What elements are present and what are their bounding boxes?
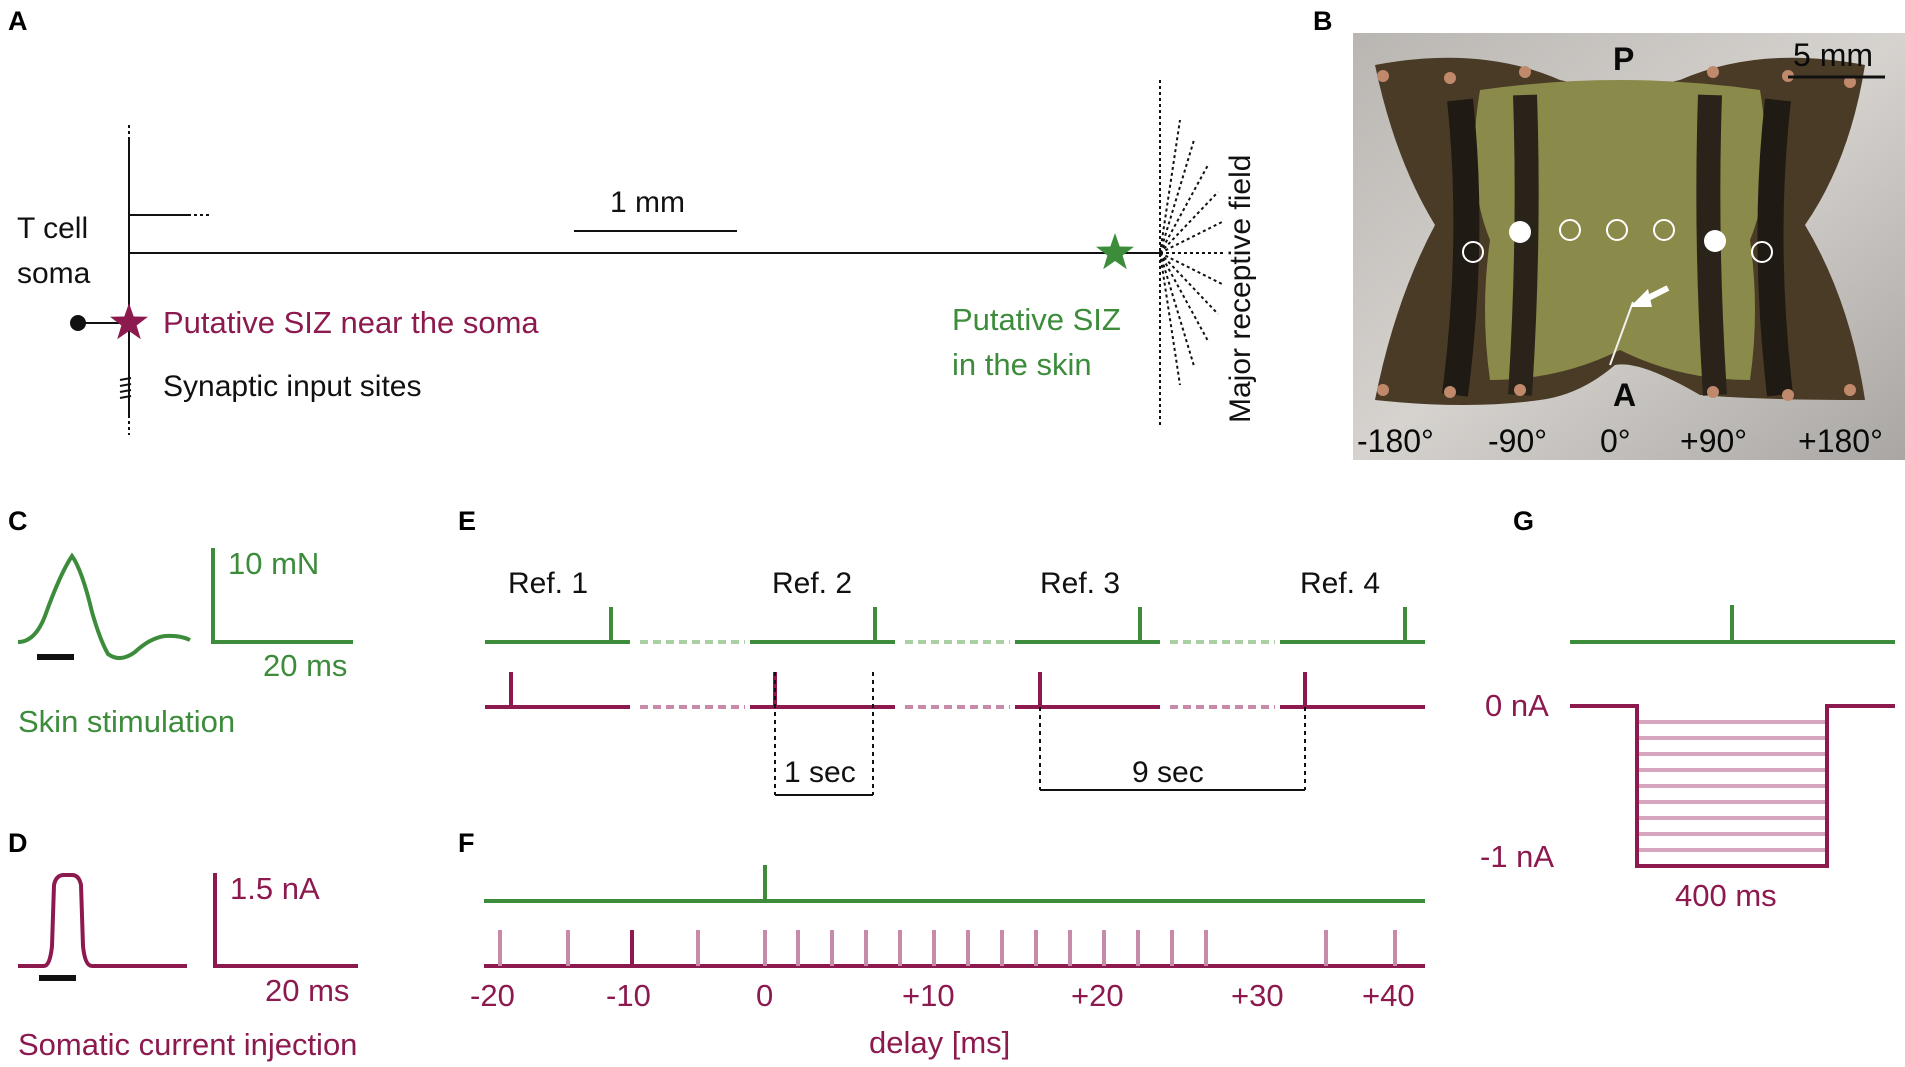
label-siz-skin-1: Putative SIZ <box>952 302 1121 337</box>
caption-d: Somatic current injection <box>18 1027 357 1062</box>
interval-label-9sec: 9 sec <box>1132 756 1204 789</box>
panel-a-schematic: T cell soma 1 mm Putative SIZ near the s… <box>17 80 1257 435</box>
probe-wire <box>1609 301 1634 366</box>
delay-tick-label: +20 <box>1071 978 1124 1013</box>
t-cell-soma <box>70 315 86 331</box>
scale-label-d-y: 1.5 nA <box>230 871 320 906</box>
panel-d: 1.5 nA 20 ms Somatic current injection <box>18 871 358 1062</box>
panel-label-a: A <box>8 6 28 36</box>
stripe-left-2 <box>1508 94 1539 396</box>
electrode-mark-filled <box>1509 221 1531 243</box>
magenta-timeline <box>485 672 1425 709</box>
arrow-head <box>1630 289 1652 307</box>
current-trace <box>18 873 187 968</box>
scale-bar-d <box>213 873 358 968</box>
current-step <box>1570 704 1895 868</box>
stripe-right-2 <box>1757 98 1793 397</box>
panel-f: -20 -10 0 +10 +20 +30 +40 delay [ms] <box>470 865 1425 1060</box>
scale-label-c-y: 10 mN <box>228 546 319 581</box>
delay-tick-label: -10 <box>606 978 651 1013</box>
photo-pins <box>1377 66 1856 401</box>
skin-center <box>1474 80 1766 380</box>
delay-tick-label: +40 <box>1362 978 1415 1013</box>
ref-label: Ref. 3 <box>1040 567 1120 600</box>
photo-label-anterior: A <box>1613 377 1636 413</box>
scale-label-c-x: 20 ms <box>263 648 347 683</box>
delay-pulses <box>498 930 1397 966</box>
panel-label-f: F <box>458 828 475 858</box>
label-t-cell: T cell <box>17 212 88 245</box>
photo-label-posterior: P <box>1613 41 1634 77</box>
angle-label: +90° <box>1680 423 1747 459</box>
delay-tick-label: 0 <box>756 978 773 1013</box>
scale-label-d-x: 20 ms <box>265 973 349 1008</box>
interval-brackets <box>774 672 1306 796</box>
angle-label: -90° <box>1488 423 1547 459</box>
label-soma: soma <box>17 257 91 290</box>
step-duration: 400 ms <box>1675 878 1777 913</box>
panel-label-d: D <box>8 828 28 858</box>
delay-tick-label: +10 <box>902 978 955 1013</box>
label-1mm: 1 mm <box>610 186 685 219</box>
panel-label-e: E <box>458 506 476 536</box>
delay-tick-label: +30 <box>1231 978 1284 1013</box>
label-receptive-field: Major receptive field <box>1224 155 1257 423</box>
label-siz-skin-2: in the skin <box>952 347 1092 382</box>
step-levels <box>1637 720 1827 868</box>
ref-label: Ref. 1 <box>508 567 588 600</box>
label-synaptic-input: Synaptic input sites <box>163 370 421 403</box>
electrode-mark-filled <box>1704 230 1726 252</box>
electrode-marks <box>1462 219 1773 263</box>
force-trace <box>17 552 191 660</box>
delay-tick-label: -20 <box>470 978 515 1013</box>
panel-label-c: C <box>8 506 28 536</box>
panel-g: 0 nA -1 nA 400 ms <box>1480 605 1895 913</box>
synapse-ticks <box>119 377 132 399</box>
receptive-field-rays <box>1159 119 1224 386</box>
interval-label-1sec: 1 sec <box>784 756 856 789</box>
panel-e: Ref. 1 Ref. 2 Ref. 3 Ref. 4 1 sec 9 sec <box>485 567 1425 796</box>
level-minus1na: -1 nA <box>1480 839 1554 874</box>
panel-c: 10 mN 20 ms Skin stimulation <box>17 546 353 739</box>
scale-bar-c <box>211 548 353 644</box>
ref-label: Ref. 2 <box>772 567 852 600</box>
panel-b-photo: P A 5 mm -180° -90° 0° +90° +180° <box>1353 33 1905 460</box>
label-siz-soma: Putative SIZ near the soma <box>163 305 539 340</box>
angle-label: -180° <box>1357 423 1434 459</box>
siz-star-skin <box>1096 233 1134 270</box>
angle-label: +180° <box>1798 423 1883 459</box>
siz-star-soma <box>110 303 148 340</box>
delay-axis-label: delay [ms] <box>869 1025 1010 1060</box>
level-0na: 0 nA <box>1485 688 1549 723</box>
panel-label-b: B <box>1313 6 1333 36</box>
green-timeline <box>485 607 1425 644</box>
angle-label: 0° <box>1600 423 1631 459</box>
caption-c: Skin stimulation <box>18 704 235 739</box>
photo-label-scale: 5 mm <box>1793 37 1873 73</box>
ref-label: Ref. 4 <box>1300 567 1380 600</box>
panel-label-g: G <box>1513 506 1534 536</box>
